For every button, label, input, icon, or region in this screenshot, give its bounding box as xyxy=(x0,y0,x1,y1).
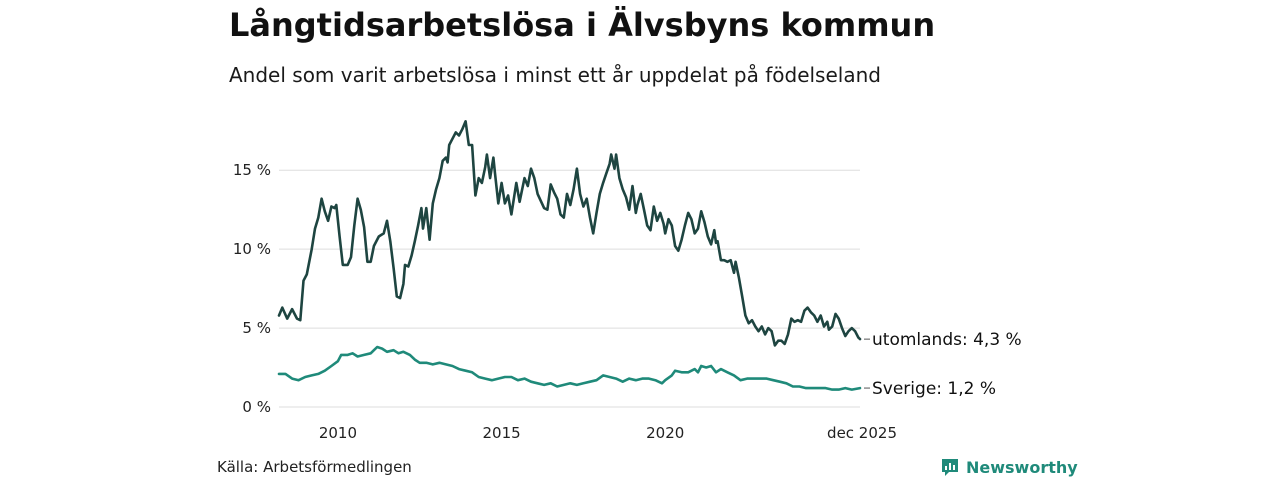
series-line-utomlands xyxy=(277,120,862,347)
series-lines xyxy=(277,120,862,391)
x-tick-label: 2010 xyxy=(319,424,357,442)
x-tick-label: dec 2025 xyxy=(827,424,897,442)
chart-subtitle: Andel som varit arbetslösa i minst ett å… xyxy=(229,63,881,87)
x-tick-label: 2015 xyxy=(482,424,520,442)
x-axis-ticks: 2010 2015 2020 dec 2025 xyxy=(319,424,897,442)
y-tick-label: 15 % xyxy=(233,161,271,179)
brand-name: Newsworthy xyxy=(966,457,1078,477)
line-chart: 0 % 5 % 10 % 15 % 2010 2015 2020 dec 2025 utom… xyxy=(233,120,1022,442)
end-label-sverige: Sverige: 1,2 % xyxy=(872,379,996,399)
chart-title: Långtidsarbetslösa i Älvsbyns kommun xyxy=(229,6,936,44)
x-tick-label: 2020 xyxy=(646,424,684,442)
series-line-sverige xyxy=(277,345,862,391)
newsworthy-chart-icon xyxy=(942,459,958,476)
end-label-utomlands: utomlands: 4,3 % xyxy=(872,330,1022,350)
y-tick-label: 10 % xyxy=(233,240,271,258)
source-note: Källa: Arbetsförmedlingen xyxy=(217,458,412,476)
newsworthy-logo[interactable]: Newsworthy xyxy=(940,456,1078,478)
series-end-labels: utomlands: 4,3 % Sverige: 1,2 % xyxy=(864,330,1022,399)
y-tick-label: 5 % xyxy=(242,319,271,337)
y-tick-label: 0 % xyxy=(242,398,271,416)
y-axis-ticks: 0 % 5 % 10 % 15 % xyxy=(233,161,271,416)
